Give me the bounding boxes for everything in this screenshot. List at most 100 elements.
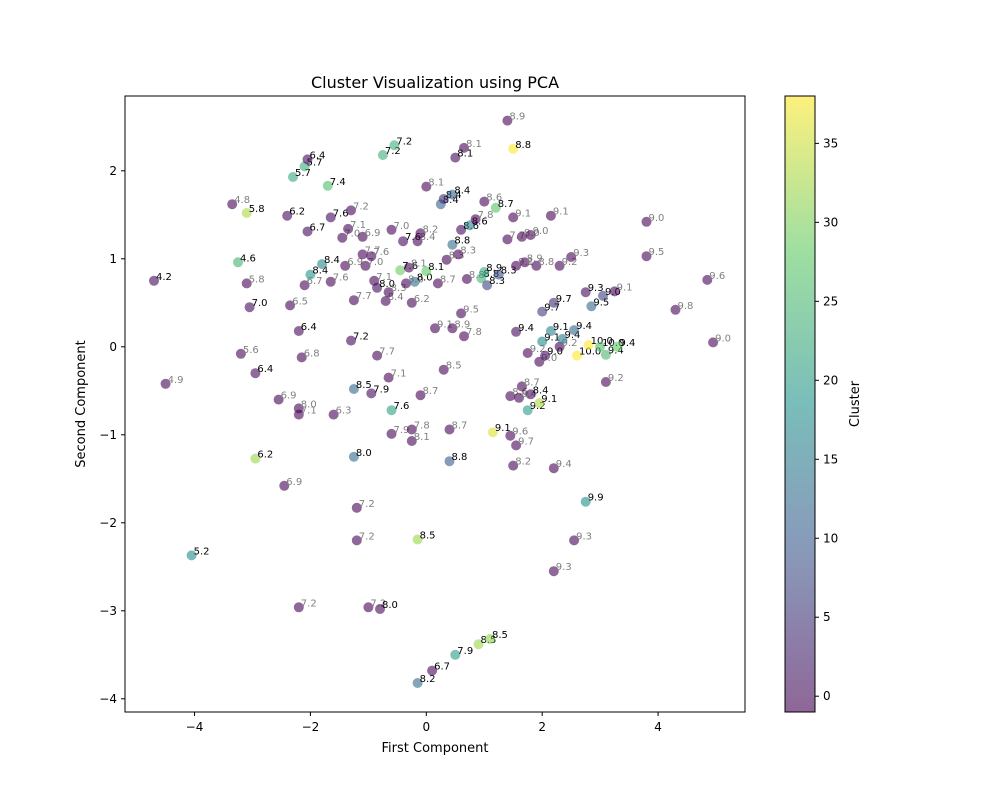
point-label: 9.2 — [530, 344, 546, 355]
point-label: 8.3 — [489, 276, 505, 287]
data-point — [386, 428, 397, 439]
data-point — [383, 372, 394, 383]
point-label: 8.9 — [527, 253, 543, 264]
point-label: 8.0 — [301, 399, 317, 410]
data-point — [508, 212, 519, 223]
point-label: 7.2 — [353, 332, 369, 343]
x-tick-label: 4 — [654, 720, 662, 734]
point-label: 8.5 — [356, 380, 372, 391]
data-point — [375, 604, 385, 614]
data-point — [557, 333, 568, 344]
data-point — [412, 236, 423, 247]
y-tick-label: 0 — [109, 340, 117, 354]
data-point — [708, 337, 719, 348]
data-point — [586, 301, 597, 312]
data-point — [415, 228, 426, 239]
colorbar-tick-label: 15 — [823, 452, 838, 466]
chart-title: Cluster Visualization using PCA — [311, 73, 559, 92]
data-point — [583, 340, 594, 350]
point-label: 7.9 — [394, 425, 410, 436]
point-label: 9.1 — [553, 207, 569, 218]
data-point — [482, 280, 493, 291]
data-point — [366, 388, 377, 399]
data-point — [569, 535, 580, 546]
point-label: 7.2 — [396, 136, 412, 147]
data-point — [235, 348, 246, 359]
point-label: 9.3 — [576, 531, 592, 542]
point-label: 7.6 — [333, 208, 349, 219]
data-point — [470, 214, 481, 225]
data-point — [595, 341, 606, 352]
point-label: 8.8 — [483, 269, 499, 280]
data-point — [337, 232, 348, 243]
point-label: 9.0 — [533, 226, 549, 237]
data-point — [461, 274, 472, 284]
point-label: 8.4 — [533, 385, 549, 396]
point-label: 7.2 — [370, 598, 386, 609]
point-label: 9.1 — [617, 282, 633, 293]
point-label: 8.7 — [524, 377, 540, 388]
point-label: 7.7 — [365, 245, 381, 256]
point-label: 7.2 — [359, 499, 375, 510]
data-point — [366, 251, 377, 262]
point-label: 7.1 — [350, 220, 366, 231]
data-point — [600, 377, 611, 387]
point-label: 9.8 — [678, 301, 694, 312]
point-label: 7.0 — [344, 229, 360, 240]
point-label: 8.0 — [417, 273, 433, 284]
data-point — [514, 392, 524, 403]
data-point — [412, 678, 423, 688]
point-label: 8.4 — [324, 255, 340, 266]
y-tick-label: 1 — [109, 252, 117, 266]
point-label: 7.0 — [252, 298, 268, 309]
data-point — [548, 566, 559, 577]
data-point — [293, 409, 304, 420]
data-point — [537, 336, 548, 347]
point-label: 8.0 — [356, 448, 372, 459]
colorbar-tick-label: 5 — [823, 610, 831, 624]
data-point — [241, 278, 252, 289]
data-point — [149, 275, 159, 286]
data-point — [505, 430, 516, 441]
colorbar — [785, 96, 815, 712]
data-point — [302, 226, 313, 237]
point-label: 9.0 — [649, 213, 665, 224]
point-label: 7.8 — [466, 327, 482, 338]
x-tick-label: −2 — [302, 720, 320, 734]
point-label: 6.3 — [336, 406, 352, 417]
data-point — [227, 199, 238, 210]
data-point — [421, 266, 432, 277]
colorbar-frame — [784, 95, 816, 713]
point-label: 5.8 — [249, 204, 265, 215]
data-point — [383, 287, 394, 298]
point-label: 8.4 — [420, 232, 436, 243]
data-point — [427, 665, 438, 676]
data-point — [534, 398, 545, 409]
point-label: 8.4 — [454, 186, 470, 197]
data-point — [531, 260, 542, 271]
data-point — [580, 496, 591, 507]
colorbar-tick-label: 0 — [823, 689, 831, 703]
data-point — [444, 456, 455, 467]
data-point — [317, 259, 327, 270]
data-point — [566, 252, 577, 262]
data-point — [456, 308, 467, 319]
data-point — [386, 224, 397, 235]
y-tick-label: −1 — [99, 428, 117, 442]
data-point — [380, 296, 391, 306]
point-label: 4.6 — [240, 253, 256, 264]
point-label: 8.8 — [454, 236, 470, 247]
point-label: 7.0 — [368, 257, 384, 268]
point-label: 7.1 — [376, 272, 392, 283]
point-label: 7.6 — [373, 247, 389, 258]
point-label: 8.5 — [492, 630, 508, 641]
point-label: 8.3 — [501, 266, 517, 277]
point-label: 8.0 — [382, 600, 398, 611]
data-point — [305, 269, 316, 280]
point-label: 8.9 — [486, 263, 502, 274]
point-label: 9.4 — [620, 338, 636, 349]
point-label: 8.4 — [312, 266, 328, 277]
plot-area: 4.2 4.9 5.2 4.8 4.6 5.8 5.6 5.8 7.0 6.4 6.2 6.9 6.9 6… — [149, 112, 731, 688]
data-point — [490, 202, 501, 213]
point-label: 7.2 — [301, 598, 317, 609]
